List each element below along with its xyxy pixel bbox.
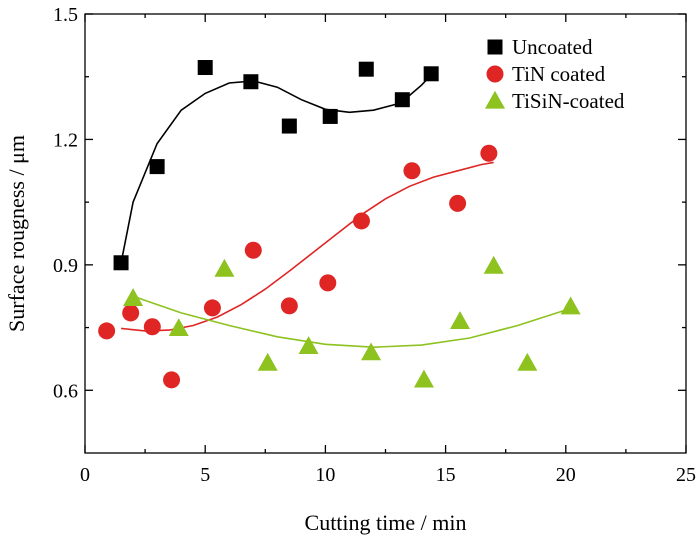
tisin-coated-point	[257, 352, 278, 371]
tin-coated-point	[480, 144, 498, 162]
uncoated-point	[423, 66, 439, 82]
tisin-coated-point	[450, 311, 471, 329]
tisin-coated-point	[168, 318, 189, 337]
x-tick-label: 20	[556, 464, 576, 486]
tin-coated-point	[280, 297, 298, 315]
tin-coated-point	[122, 304, 140, 322]
uncoated-point	[149, 159, 165, 175]
tin-coated-point	[98, 322, 116, 340]
legend-tisin-coated-marker	[485, 90, 505, 109]
tisin-coated-point	[214, 258, 235, 277]
tin-coated-point	[163, 371, 181, 389]
tin-coated-point	[244, 241, 262, 259]
fit-lines	[120, 71, 576, 349]
tisin-coated-point	[517, 352, 538, 371]
tisin-coated-fit-line	[132, 295, 576, 349]
tisin-coated-point	[298, 336, 319, 355]
x-axis-title: Cutting time / min	[305, 510, 467, 535]
y-tick-label: 0.6	[53, 380, 78, 402]
y-tick-label: 0.9	[53, 255, 78, 277]
tisin-coated-point	[361, 342, 382, 361]
legend-tin-coated-marker	[486, 65, 504, 83]
data-markers	[98, 60, 581, 389]
x-tick-label: 5	[200, 464, 210, 486]
uncoated-point	[243, 74, 259, 90]
y-tick-label: 1.5	[53, 4, 78, 26]
x-tick-label: 0	[80, 464, 90, 486]
y-tick-label: 1.2	[53, 129, 78, 151]
legend-tin-coated-label: TiN coated	[512, 62, 606, 86]
axis-ticks: 0 5 10 15 20 25 0.6 0.9 1.2 1.5	[53, 4, 696, 486]
tin-coated-point	[203, 299, 221, 317]
uncoated-point	[113, 255, 129, 271]
uncoated-point	[197, 60, 213, 76]
uncoated-point	[322, 108, 338, 124]
legend-tisin-coated-label: TiSiN-coated	[512, 89, 625, 113]
tisin-coated-point	[560, 296, 581, 315]
x-tick-label: 10	[315, 464, 335, 486]
tisin-coated-point	[123, 288, 144, 306]
legend-uncoated-marker	[487, 39, 503, 55]
tin-coated-point	[143, 318, 161, 336]
tin-coated-fit-line	[121, 161, 494, 332]
tin-coated-point	[403, 162, 421, 180]
uncoated-fit-line	[120, 71, 435, 263]
tisin-coated-point	[413, 369, 434, 388]
uncoated-point	[358, 61, 374, 77]
tisin-coated-point	[483, 255, 504, 274]
uncoated-point	[281, 118, 297, 134]
tin-coated-point	[352, 212, 370, 230]
legend-uncoated-label: Uncoated	[512, 35, 593, 59]
uncoated-point	[394, 92, 410, 108]
y-axis-title: Surface rougness / μm	[4, 135, 29, 332]
tin-coated-point	[319, 274, 337, 292]
tin-coated-point	[449, 194, 467, 212]
x-tick-label: 25	[676, 464, 696, 486]
x-tick-label: 15	[436, 464, 456, 486]
legend: Uncoated TiN coated TiSiN-coated	[485, 35, 625, 113]
